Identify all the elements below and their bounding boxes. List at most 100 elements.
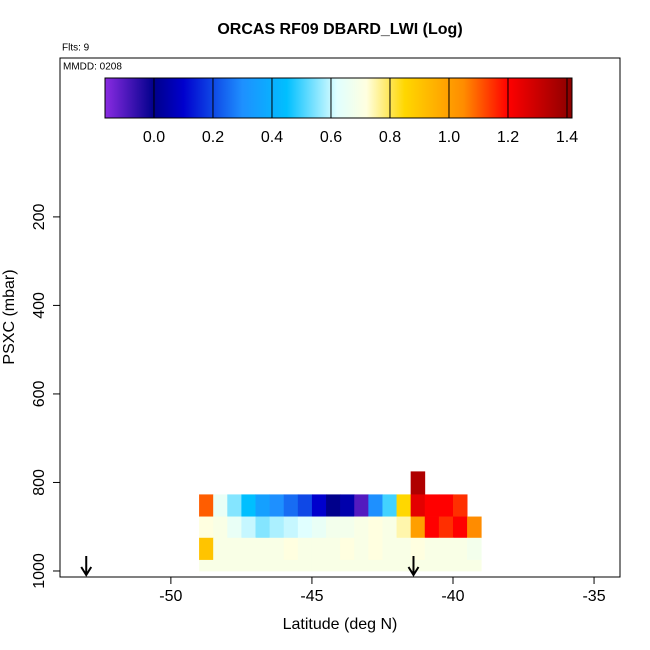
heat-cell <box>241 537 256 561</box>
heat-cell <box>382 537 397 561</box>
colorbar-tick-label: 1.0 <box>438 129 460 146</box>
heat-cell <box>213 516 228 539</box>
heat-cell <box>213 537 228 561</box>
heat-cell <box>255 494 271 517</box>
heat-cell <box>227 516 242 539</box>
heat-cell <box>326 516 341 539</box>
heat-cell <box>199 537 214 561</box>
heat-cell <box>227 494 242 517</box>
x-tick-label: -35 <box>582 588 605 605</box>
heat-cell <box>199 494 214 517</box>
heat-cell <box>354 516 369 539</box>
colorbar-tick-label: 0.0 <box>143 129 165 146</box>
heat-cell <box>396 494 412 517</box>
heat-cell <box>382 516 397 539</box>
heat-cell <box>269 537 285 561</box>
heat-cell <box>410 559 426 572</box>
x-tick-label: -45 <box>300 588 323 605</box>
heat-cell <box>311 494 327 517</box>
x-tick-label: -40 <box>441 588 464 605</box>
heat-cell <box>227 537 242 561</box>
heat-cell <box>340 516 355 539</box>
heat-cell <box>255 537 271 561</box>
heat-cell <box>241 559 256 572</box>
heat-cell <box>382 494 397 517</box>
heat-cell <box>340 537 355 561</box>
heat-cell <box>354 537 369 561</box>
colorbar-tick-label: 0.6 <box>320 129 342 146</box>
heat-cell <box>410 516 426 539</box>
heat-cell <box>326 537 341 561</box>
heat-cell <box>410 471 426 495</box>
heat-cell <box>297 516 313 539</box>
date-label: MMDD: 0208 <box>63 62 122 73</box>
heat-cell <box>255 516 271 539</box>
heat-cell <box>269 494 285 517</box>
heat-cell <box>199 516 214 539</box>
heat-cell <box>438 516 454 539</box>
heat-cell <box>283 516 299 539</box>
heat-cell <box>467 537 482 561</box>
heat-cell <box>424 559 440 572</box>
chart-title: ORCAS RF09 DBARD_LWI (Log) <box>217 21 462 38</box>
y-tick-label: 800 <box>31 469 48 496</box>
heat-cell <box>326 559 341 572</box>
colorbar <box>104 77 573 119</box>
arrow <box>80 556 93 577</box>
heat-cell <box>340 559 355 572</box>
heat-cell <box>311 559 327 572</box>
heat-cell <box>213 559 228 572</box>
heat-cell <box>452 494 468 517</box>
heat-cell <box>283 537 299 561</box>
colorbar-tick-label: 0.2 <box>202 129 224 146</box>
heat-cell <box>410 537 426 561</box>
heat-cell <box>368 516 383 539</box>
plot-frame <box>59 57 621 578</box>
y-tick-label: 1000 <box>31 553 48 589</box>
colorbar-tick-label: 0.8 <box>379 129 401 146</box>
heat-cell <box>382 559 397 572</box>
heat-cell <box>326 494 341 517</box>
heat-cell <box>283 494 299 517</box>
heat-cell <box>269 516 285 539</box>
x-tick-label: -50 <box>159 588 182 605</box>
heat-cell <box>438 537 454 561</box>
heat-cell <box>396 516 412 539</box>
heat-cell <box>452 516 468 539</box>
heat-cell <box>467 559 482 572</box>
heat-cell <box>424 516 440 539</box>
heat-cell <box>213 494 228 517</box>
heat-cell <box>297 559 313 572</box>
heat-cell <box>297 494 313 517</box>
heat-cell <box>368 494 383 517</box>
heat-cell <box>452 537 468 561</box>
colorbar-tick-label: 0.4 <box>261 129 283 146</box>
y-tick-label: 600 <box>31 380 48 407</box>
heat-cell <box>269 559 285 572</box>
colorbar-tick-label: 1.4 <box>556 129 578 146</box>
y-tick-label: 200 <box>31 203 48 230</box>
arrow <box>407 556 420 577</box>
heat-cell <box>255 559 271 572</box>
colorbar-tick-label: 1.2 <box>497 129 519 146</box>
heat-cell <box>354 559 369 572</box>
heat-cell <box>311 516 327 539</box>
heat-cell <box>368 559 383 572</box>
flights-label: Flts: 9 <box>62 43 90 54</box>
y-tick-label: 400 <box>31 292 48 319</box>
x-axis-label: Latitude (deg N) <box>283 616 398 633</box>
heat-cell <box>297 537 313 561</box>
heat-cell <box>396 559 412 572</box>
heat-cell <box>467 516 482 539</box>
heat-cell <box>241 516 256 539</box>
heat-cell <box>354 494 369 517</box>
heat-cell <box>424 537 440 561</box>
heat-cell <box>424 494 440 517</box>
heat-cell <box>283 559 299 572</box>
heat-cell <box>396 537 412 561</box>
heat-cell <box>438 494 454 517</box>
heat-cell <box>340 494 355 517</box>
heat-cell <box>410 494 426 517</box>
